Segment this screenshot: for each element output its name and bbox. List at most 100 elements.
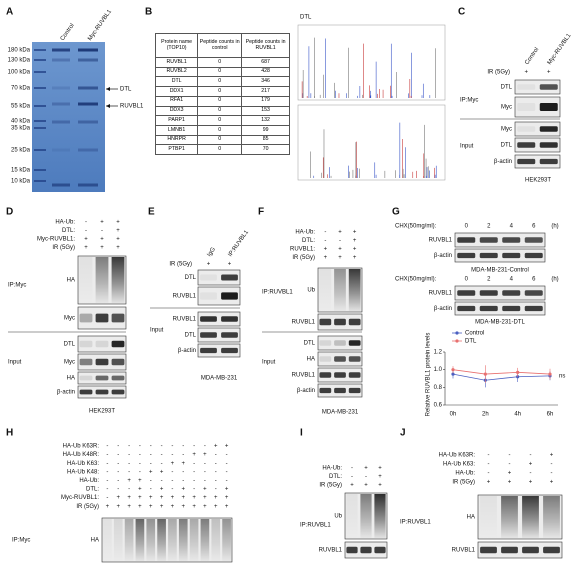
gel-band — [52, 58, 70, 62]
condition-sign: + — [225, 487, 229, 493]
ladder-band — [34, 120, 46, 122]
band — [79, 389, 93, 395]
blot-label: DTL — [185, 333, 197, 339]
blot — [514, 121, 561, 137]
blot-label: DTL — [501, 85, 513, 91]
condition-sign: - — [204, 478, 206, 484]
band-smear — [222, 519, 231, 561]
band — [319, 387, 332, 394]
point — [548, 372, 552, 376]
band — [346, 546, 358, 554]
table-row: LMNB1 0 99 — [154, 125, 290, 136]
band — [334, 356, 346, 362]
condition-sign: - — [215, 461, 217, 467]
y-tick-label: 1.0 — [434, 367, 443, 373]
band — [457, 237, 476, 243]
y-axis-label: Relative RUVBL1 protein levels — [426, 333, 432, 417]
condition-label: DTL: — [62, 228, 75, 234]
condition-sign: + — [171, 504, 175, 510]
condition-sign: + — [228, 262, 232, 268]
cell-line: MDA-MB-231-DTL — [475, 320, 525, 326]
table-cell: 0 — [197, 115, 243, 127]
gel-band — [52, 183, 70, 187]
condition-sign: - — [106, 469, 108, 475]
condition-sign: - — [182, 452, 184, 458]
condition-sign: + — [192, 495, 196, 501]
panel-letter: I — [300, 428, 303, 439]
condition-sign: - — [226, 469, 228, 475]
cell-line: HEK293T — [89, 409, 115, 415]
condition-label: IR (5Gy) — [52, 245, 75, 251]
table-cell: 0 — [197, 105, 243, 117]
panel-letter: E — [148, 207, 155, 218]
x-tick-label: 2h — [482, 412, 489, 418]
blot-label: Ub — [334, 514, 342, 520]
condition-sign: + — [225, 444, 229, 450]
condition-sign: - — [128, 469, 130, 475]
band — [334, 340, 346, 346]
condition-sign: - — [85, 220, 87, 226]
band — [319, 372, 332, 378]
band-smear — [168, 519, 177, 561]
point — [483, 372, 487, 376]
condition-label: HA-Ub K63: — [67, 461, 99, 467]
group-label: IP:RUVBL1 — [300, 523, 331, 529]
band — [502, 290, 521, 296]
table-row: PTBP1 0 70 — [154, 144, 290, 156]
table-cell: 0 — [197, 57, 243, 68]
marker-label: 130 kDa — [8, 58, 31, 64]
condition-label: HA-Ub: — [322, 466, 342, 472]
lane-label: Myc-RUVBL1 — [547, 32, 573, 66]
arrow-head — [106, 87, 110, 91]
ladder-band — [34, 180, 46, 182]
panel-letter: F — [258, 207, 264, 218]
condition-sign: - — [150, 487, 152, 493]
ladder-band — [34, 59, 46, 61]
band — [524, 252, 543, 259]
condition-sign: - — [117, 444, 119, 450]
band — [539, 103, 558, 111]
table-cell: DDX1 — [154, 86, 199, 97]
blot-label: β-actin — [57, 390, 75, 396]
marker-label: 25 kDa — [11, 148, 31, 154]
band — [539, 158, 558, 165]
band — [524, 305, 543, 312]
panel-letter: G — [392, 207, 400, 218]
blot-label: β-actin — [494, 159, 512, 165]
band — [348, 372, 361, 378]
gel-band — [52, 120, 70, 124]
ladder-band — [34, 169, 46, 171]
condition-label: IR (5Gy) — [452, 480, 475, 486]
band — [502, 237, 521, 243]
table-cell: HNRPR — [154, 134, 199, 146]
group-label: IP:RUVBL1 — [400, 520, 431, 526]
group-label: Input — [460, 144, 474, 150]
condition-sign: - — [128, 452, 130, 458]
spectrum-box — [297, 104, 446, 181]
band — [111, 313, 125, 323]
time-label: 6 — [532, 277, 536, 283]
condition-sign: - — [117, 452, 119, 458]
table-cell: 0 — [197, 125, 243, 136]
blot-label: Myc — [64, 360, 75, 366]
condition-sign: - — [488, 462, 490, 468]
condition-sign: - — [161, 461, 163, 467]
condition-label: HA-Ub K63: — [443, 462, 475, 468]
condition-sign: + — [192, 452, 196, 458]
band-smear — [319, 269, 332, 311]
condition-sign: - — [150, 478, 152, 484]
table-row: DTL 0 346 — [154, 76, 290, 88]
gel-band — [78, 183, 98, 187]
band — [524, 237, 543, 243]
ladder-band — [34, 149, 46, 151]
panel-letter: H — [6, 428, 13, 439]
condition-sign: - — [509, 462, 511, 468]
condition-sign: - — [215, 452, 217, 458]
band — [539, 84, 558, 90]
condition-sign: + — [171, 461, 175, 467]
legend-label: Control — [465, 331, 484, 337]
condition-label: HA-Ub: — [455, 471, 475, 477]
condition-sign: - — [551, 471, 553, 477]
condition-sign: + — [508, 480, 512, 486]
band — [522, 546, 539, 554]
